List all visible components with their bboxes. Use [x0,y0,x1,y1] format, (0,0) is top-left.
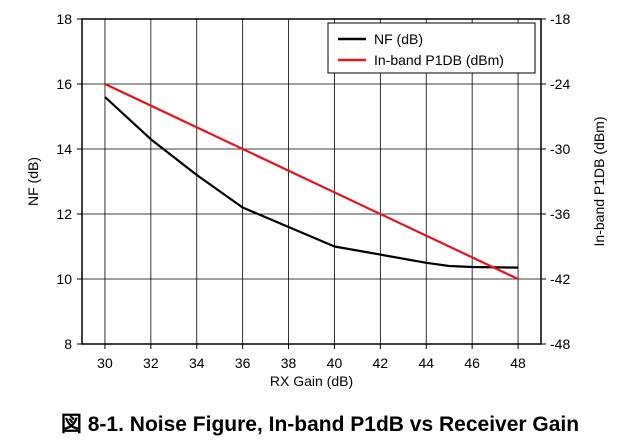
plot-frame [81,18,542,345]
y-left-tick-label: 18 [56,11,72,27]
series-p1db-line [104,83,519,280]
x-tick-label: 48 [510,355,526,371]
legend: NF (dB) In-band P1DB (dBm) [327,22,536,74]
x-axis-title: RX Gain (dB) [270,373,353,389]
x-tick-label: 36 [235,355,251,371]
x-tick-label: 38 [281,355,297,371]
y-left-tick-label: 16 [56,76,72,92]
ticks: 30 32 34 36 38 40 42 44 46 48 8 10 12 14 16 18 -48 -42 -36… [56,11,570,371]
y-axis-right-title: In-band P1DB (dBm) [591,117,607,247]
y-right-tick-label: -18 [550,11,570,27]
chart: 30 32 34 36 38 40 42 44 46 48 8 10 12 14 16 18 -48 -42 -36… [25,11,607,389]
legend-box [327,22,536,74]
y-left-tick-label: 8 [64,336,72,352]
y-left-tick-label: 10 [56,271,72,287]
y-right-tick-label: -24 [550,76,570,92]
x-tick-label: 40 [327,355,343,371]
x-tick-label: 34 [189,355,205,371]
y-left-tick-label: 14 [56,141,72,157]
y-right-tick-label: -42 [550,271,570,287]
x-tick-label: 46 [464,355,480,371]
y-axis-left-title: NF (dB) [25,157,41,206]
x-tick-label: 32 [143,355,159,371]
y-left-tick-label: 12 [56,206,72,222]
x-tick-label: 30 [97,355,113,371]
series-nf-line [104,96,519,269]
x-tick-label: 42 [373,355,389,371]
legend-label-p1db: In-band P1DB (dBm) [374,52,504,68]
y-right-tick-label: -30 [550,141,570,157]
y-right-tick-label: -48 [550,336,570,352]
series-layer [104,83,519,280]
y-right-tick-label: -36 [550,206,570,222]
x-tick-label: 44 [418,355,434,371]
figure-caption: 図 8-1. Noise Figure, In-band P1dB vs Rec… [60,413,580,436]
legend-label-nf: NF (dB) [374,31,423,47]
